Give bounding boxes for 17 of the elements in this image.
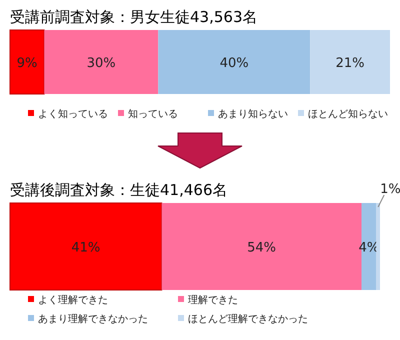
legend-label: よく理解できた: [38, 295, 108, 306]
legend-label: 知っている: [128, 108, 178, 120]
data-label: 30%: [86, 56, 116, 71]
legend-label: ほとんど理解できなかった: [188, 314, 308, 325]
data-label: 21%: [336, 56, 365, 71]
legend-label: ほとんど知らない: [308, 108, 388, 120]
chart-title: 受講前調査対象：男女生徒43,563名: [10, 8, 258, 26]
legend-label: よく知っている: [38, 108, 108, 120]
legend-label: あまり知らない: [218, 108, 288, 120]
chart-title: 受講後調査対象：生徒41,466名: [10, 181, 228, 199]
data-label: 41%: [71, 240, 100, 256]
legend-label: あまり理解できなかった: [38, 314, 148, 325]
data-label: 9%: [16, 56, 38, 71]
legend-label: 理解できた: [188, 295, 238, 306]
data-label: 54%: [247, 240, 276, 256]
data-label: 1%: [380, 182, 400, 197]
data-label: 40%: [220, 56, 249, 71]
